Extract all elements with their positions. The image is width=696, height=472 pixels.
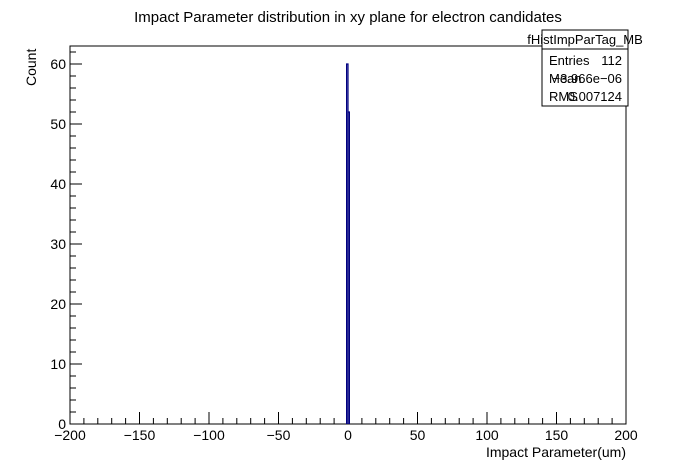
y-axis-tick-labels: 0 10 20 30 40 50 60 [50, 56, 66, 432]
stats-mean-value: −3.966e−06 [553, 71, 622, 86]
x-tick-label: −50 [267, 427, 291, 443]
x-tick-label: 150 [545, 427, 569, 443]
histogram-bars [346, 63, 350, 424]
y-tick-label: 40 [50, 176, 66, 192]
y-tick-label: 30 [50, 236, 66, 252]
y-tick-label: 10 [50, 356, 66, 372]
x-axis-ticks [69, 412, 627, 424]
x-tick-label: −200 [54, 427, 86, 443]
stats-entries-value: 112 [601, 53, 622, 68]
x-tick-label: −150 [124, 427, 156, 443]
x-tick-label: 200 [614, 427, 638, 443]
x-tick-label: 50 [410, 427, 426, 443]
x-tick-label: 100 [475, 427, 499, 443]
chart-title: Impact Parameter distribution in xy plan… [134, 9, 562, 26]
x-axis-tick-labels: −200 −150 −100 −50 0 50 100 150 200 [54, 427, 638, 443]
x-tick-label: −100 [193, 427, 225, 443]
x-axis-label: Impact Parameter(um) [486, 444, 626, 460]
y-tick-label: 0 [58, 416, 66, 432]
y-tick-label: 20 [50, 296, 66, 312]
y-axis-label: Count [23, 49, 39, 86]
stats-box-border [541, 29, 629, 107]
y-tick-label: 50 [50, 116, 66, 132]
stats-box-title: fHistImpParTag_MB [527, 32, 643, 47]
stats-rms-value: 0.007124 [568, 89, 622, 104]
stats-entries-label: Entries [549, 53, 590, 68]
stats-box: fHistImpParTag_MB Entries 112 Mean −3.96… [527, 29, 643, 107]
stats-rms-label: RMS [549, 89, 578, 104]
histogram-bin [347, 111, 350, 424]
stats-mean-label: Mean [549, 71, 582, 86]
y-tick-label: 60 [50, 56, 66, 72]
x-tick-label: 0 [344, 427, 352, 443]
y-axis-ticks [70, 51, 82, 425]
